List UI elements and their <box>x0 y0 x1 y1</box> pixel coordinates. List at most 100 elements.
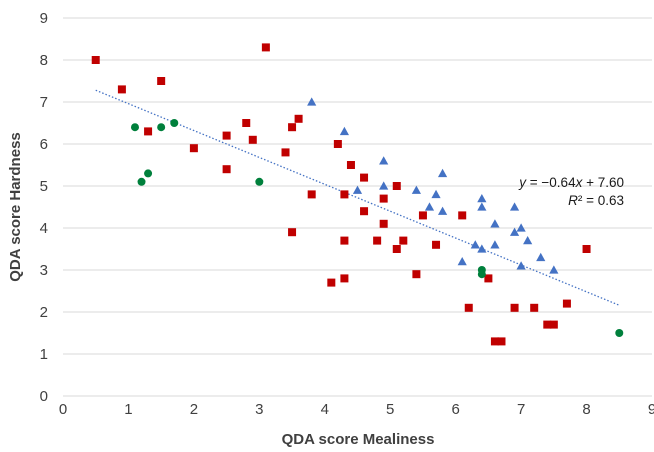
square-point <box>549 320 558 329</box>
triangle-point <box>509 202 520 211</box>
triangle-point <box>490 240 500 249</box>
gridlines <box>63 17 652 397</box>
triangle-point <box>411 185 421 194</box>
square-point <box>333 140 342 148</box>
triangle-point <box>490 219 500 228</box>
square-point <box>464 303 473 312</box>
square-point <box>294 114 303 123</box>
square-point <box>340 274 349 283</box>
square-point <box>91 56 100 64</box>
square-point <box>399 236 408 245</box>
triangle-point <box>437 168 448 178</box>
y-tick-label: 3 <box>40 262 48 279</box>
triangle-point <box>477 244 487 253</box>
triangle-point <box>431 189 441 199</box>
square-point <box>497 337 506 346</box>
square-point <box>327 278 336 287</box>
triangle-point <box>477 202 487 211</box>
x-tick-label: 2 <box>190 401 198 418</box>
square-point <box>379 219 388 228</box>
square-point <box>340 190 349 199</box>
square-point <box>392 245 401 253</box>
x-tick-label: 7 <box>517 401 525 418</box>
circle-point <box>615 329 624 337</box>
square-point <box>582 245 591 253</box>
square-point <box>340 236 349 245</box>
triangle-point <box>424 202 435 211</box>
square-point <box>242 119 251 127</box>
square-point <box>412 270 421 279</box>
data-points <box>91 43 624 346</box>
x-tick-label: 9 <box>648 401 654 418</box>
circle-point <box>137 177 146 186</box>
triangle-point <box>549 265 559 274</box>
triangle-point <box>352 185 363 194</box>
square-point <box>288 228 297 237</box>
square-point <box>418 211 427 220</box>
square-point <box>144 127 153 136</box>
square-point <box>510 303 519 312</box>
square-point <box>261 43 270 52</box>
triangle-point <box>470 240 480 249</box>
circle-point <box>130 123 139 132</box>
square-point <box>379 194 388 203</box>
square-point <box>307 190 316 199</box>
triangle-point <box>509 227 520 236</box>
square-point <box>458 211 467 220</box>
y-tick-label: 0 <box>40 388 48 405</box>
y-tick-label: 8 <box>40 52 48 69</box>
x-tick-label: 6 <box>451 401 459 418</box>
square-point <box>117 85 126 94</box>
square-point <box>530 303 539 312</box>
y-tick-label: 2 <box>40 304 48 321</box>
circle-point <box>144 169 153 178</box>
triangle-point <box>516 261 526 270</box>
square-point <box>432 240 441 249</box>
triangle-point <box>536 252 546 262</box>
triangle-point <box>457 257 467 266</box>
square-point <box>346 161 355 169</box>
y-tick-label: 7 <box>40 94 48 111</box>
square-point <box>288 123 297 132</box>
triangle-point <box>339 126 350 136</box>
y-tick-label: 6 <box>40 136 48 153</box>
y-axis-title: QDA score Hardness <box>7 132 24 282</box>
x-tick-labels: 0 1 2 3 4 5 6 7 8 9 <box>59 401 654 418</box>
square-point <box>222 165 231 174</box>
square-point <box>392 182 401 190</box>
square-point <box>543 320 552 329</box>
y-tick-label: 1 <box>40 346 48 363</box>
square-point <box>490 337 499 346</box>
square-point <box>484 274 493 283</box>
triangle-point <box>477 194 487 203</box>
y-tick-label: 5 <box>40 178 48 195</box>
triangle-point <box>379 181 389 190</box>
x-tick-label: 1 <box>124 401 132 418</box>
y-tick-label: 4 <box>40 220 48 237</box>
x-tick-label: 5 <box>386 401 394 418</box>
trendline-equation: y = −0.64x + 7.60 <box>518 175 624 190</box>
triangle-point <box>516 223 526 232</box>
square-point <box>360 207 369 216</box>
triangle-point <box>523 236 533 245</box>
square-point <box>562 299 571 308</box>
x-tick-label: 8 <box>582 401 590 418</box>
triangle-point <box>379 156 389 165</box>
square-point <box>157 77 166 85</box>
circle-point <box>477 270 486 279</box>
triangle-point <box>307 97 317 106</box>
x-axis-title: QDA score Mealiness <box>282 431 435 448</box>
y-tick-labels: 0 1 2 3 4 5 6 7 8 9 <box>40 10 48 405</box>
x-tick-label: 4 <box>321 401 329 418</box>
square-point <box>189 144 198 153</box>
y-tick-label: 9 <box>40 10 48 27</box>
circle-point <box>157 123 166 132</box>
x-tick-label: 0 <box>59 401 67 418</box>
square-point <box>222 131 231 140</box>
triangle-point <box>437 206 448 215</box>
circle-point <box>170 119 179 127</box>
circle-point <box>255 177 264 186</box>
square-point <box>373 236 382 245</box>
trendline-r-squared: R² = 0.63 <box>568 193 624 208</box>
